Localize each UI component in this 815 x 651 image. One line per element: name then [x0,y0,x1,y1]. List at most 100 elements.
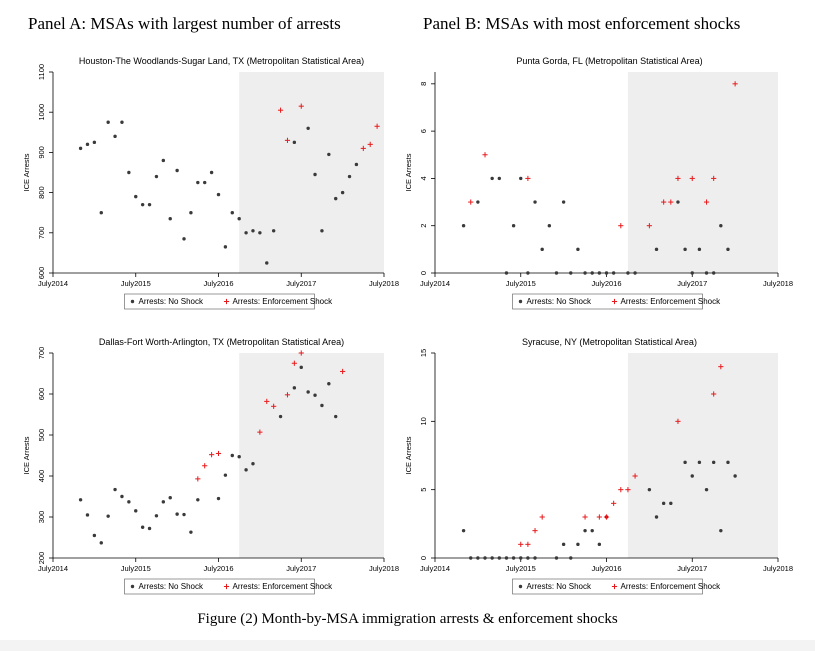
y-tick-label: 8 [419,82,428,86]
point-enforcement-shock [195,476,201,482]
point-enforcement-shock [582,514,588,520]
point-no-shock [611,271,616,275]
legend-marker-shock [611,583,618,590]
point-no-shock [237,455,241,459]
point-no-shock [320,229,324,233]
point-no-shock [704,487,709,492]
point-enforcement-shock [711,391,717,397]
point-no-shock [327,152,331,157]
legend-marker-shock [223,583,230,590]
point-enforcement-shock [618,223,624,229]
y-axis-label: ICE Arrests [404,436,413,474]
point-no-shock [597,271,602,275]
point-no-shock [711,271,716,275]
point-no-shock [490,176,494,181]
point-no-shock [504,271,509,275]
point-no-shock [265,261,269,265]
point-no-shock [569,271,573,275]
shaded-region [239,353,384,558]
y-tick-label: 900 [37,146,46,159]
x-tick-label: July2018 [763,564,793,573]
point-no-shock [561,200,566,204]
legend-marker-shock [223,298,230,305]
legend-box [124,293,315,310]
point-no-shock [647,487,652,492]
y-tick-label: 15 [419,349,428,357]
point-no-shock [278,414,283,419]
point-no-shock [719,528,723,533]
point-no-shock [476,200,480,204]
point-enforcement-shock [539,514,545,520]
y-tick-label: 0 [419,271,428,275]
point-no-shock [711,460,716,465]
panel-b-title: Panel B: MSAs with most enforcement shoc… [423,14,741,33]
point-no-shock [161,158,166,163]
point-no-shock [106,514,110,518]
x-tick-label: July2014 [420,564,450,573]
point-no-shock [134,194,138,199]
y-tick-label: 700 [37,347,46,360]
x-tick-label: July2017 [677,564,707,573]
y-tick-label: 300 [37,511,46,524]
point-no-shock [99,211,103,215]
point-no-shock [726,460,730,465]
point-no-shock [313,393,317,397]
legend-label-shock: Arrests: Enforcement Shock [233,582,334,591]
point-no-shock [106,120,110,124]
x-tick-label: July2018 [369,279,399,288]
y-tick-label: 400 [37,470,46,483]
legend-label-shock: Arrests: Enforcement Shock [621,582,722,591]
chart-title: Houston-The Woodlands-Sugar Land, TX (Me… [79,56,364,66]
point-no-shock [299,365,303,370]
chart-3: Dallas-Fort Worth-Arlington, TX (Metropo… [22,337,399,595]
point-enforcement-shock [611,500,617,506]
point-no-shock [85,142,90,147]
point-no-shock [697,247,702,252]
point-no-shock [154,514,159,518]
point-no-shock [175,512,179,516]
y-tick-label: 6 [419,129,428,133]
point-no-shock [196,180,200,185]
point-no-shock [569,556,573,560]
point-enforcement-shock [525,175,531,182]
point-no-shock [175,168,179,173]
point-enforcement-shock [525,541,531,547]
point-enforcement-shock [646,223,652,229]
y-tick-label: 1000 [37,104,46,121]
point-no-shock [154,174,159,179]
y-axis-label: ICE Arrests [404,153,413,191]
chart-title: Dallas-Fort Worth-Arlington, TX (Metropo… [99,337,344,347]
point-no-shock [633,271,637,275]
point-enforcement-shock [482,152,488,158]
point-no-shock [483,556,487,560]
point-no-shock [704,271,709,275]
legend-marker-no-shock [130,299,135,304]
point-no-shock [669,501,673,506]
point-no-shock [497,556,502,560]
point-no-shock [306,390,310,394]
x-tick-label: July2017 [286,564,316,573]
x-tick-label: July2016 [591,279,621,288]
legend-marker-no-shock [130,584,135,589]
chart-title: Syracuse, NY (Metropolitan Statistical A… [522,337,697,347]
point-enforcement-shock [518,541,524,547]
point-no-shock [461,528,466,533]
legend-label-no-shock: Arrests: No Shock [139,582,204,591]
point-enforcement-shock [532,528,538,534]
chart-2: Punta Gorda, FL (Metropolitan Statistica… [404,56,793,310]
shaded-region [627,72,778,273]
point-no-shock [251,229,255,233]
point-no-shock [461,224,466,228]
point-no-shock [182,512,186,517]
point-no-shock [292,386,297,390]
point-no-shock [78,498,83,502]
y-tick-label: 700 [37,227,46,240]
point-no-shock [561,542,566,547]
point-no-shock [719,224,723,228]
point-no-shock [604,271,609,275]
x-tick-label: July2017 [677,279,707,288]
y-tick-label: 600 [37,388,46,401]
legend-marker-no-shock [518,299,523,304]
x-tick-label: July2015 [506,279,536,288]
point-enforcement-shock [675,175,681,182]
